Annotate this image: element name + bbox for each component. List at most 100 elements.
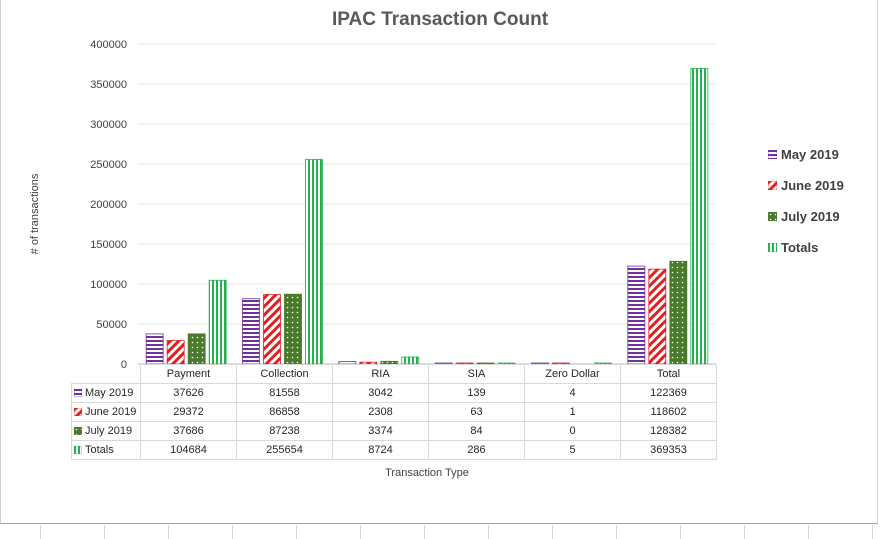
x-axis-label: Transaction Type xyxy=(385,467,469,479)
sheet-column-line xyxy=(488,525,489,539)
sheet-column-line xyxy=(104,525,105,539)
table-cell: 84 xyxy=(428,421,525,441)
table-cell: 286 xyxy=(428,440,525,460)
category-label: RIA xyxy=(332,364,429,384)
sheet-column-line xyxy=(232,525,233,539)
chart-area xyxy=(0,0,878,524)
legend-swatch-may-2019 xyxy=(768,150,777,159)
table-cell: 3374 xyxy=(332,421,429,441)
table-cell: 118602 xyxy=(620,402,717,422)
category-label: Collection xyxy=(236,364,333,384)
bar-july-2019-total xyxy=(669,260,688,365)
table-cell: 3042 xyxy=(332,383,429,403)
sheet-column-line xyxy=(168,525,169,539)
sheet-column-line xyxy=(360,525,361,539)
legend-label-may-2019: May 2019 xyxy=(781,147,839,162)
table-row-head: Totals xyxy=(71,440,141,460)
table-cell: 104684 xyxy=(140,440,237,460)
bar-july-2019-collection xyxy=(284,293,302,365)
y-tick-label: 50000 xyxy=(96,319,127,331)
table-cell: 369353 xyxy=(620,440,717,460)
data-table: Payment Collection RIA SIA Zero Dollar T… xyxy=(71,364,717,460)
table-cell: 0 xyxy=(524,421,621,441)
bar-june-2019-payment xyxy=(166,340,185,365)
y-tick-label: 350000 xyxy=(90,79,127,91)
bar-totals-total xyxy=(690,68,709,365)
bar-totals-collection xyxy=(305,159,323,365)
legend-item-july-2019: July 2019 xyxy=(768,201,844,232)
sheet-column-line xyxy=(552,525,553,539)
table-cell: 87238 xyxy=(236,421,333,441)
table-cell: 4 xyxy=(524,383,621,403)
table-series-label: June 2019 xyxy=(85,406,137,418)
table-swatch xyxy=(74,427,82,435)
legend-label-july-2019: July 2019 xyxy=(781,209,840,224)
bar-totals-ria xyxy=(401,356,420,365)
table-series-label: May 2019 xyxy=(85,387,134,399)
bar-may-2019-payment xyxy=(145,333,164,365)
sheet-column-line xyxy=(680,525,681,539)
sheet-column-line xyxy=(744,525,745,539)
table-cell: 37686 xyxy=(140,421,237,441)
y-tick-label: 250000 xyxy=(90,159,127,171)
legend-label-totals: Totals xyxy=(781,240,819,255)
category-label: Total xyxy=(620,364,717,384)
bar-july-2019-payment xyxy=(187,333,206,365)
legend-item-june-2019: June 2019 xyxy=(768,170,844,201)
sheet-column-line xyxy=(40,525,41,539)
y-tick-label: 100000 xyxy=(90,279,127,291)
spreadsheet-grid xyxy=(0,525,880,539)
sheet-column-line xyxy=(808,525,809,539)
y-tick-label: 200000 xyxy=(90,199,127,211)
table-cell: 8724 xyxy=(332,440,429,460)
table-row: May 2019 37626 81558 3042 139 4 122369 xyxy=(71,383,717,403)
table-cell: 37626 xyxy=(140,383,237,403)
table-row: July 2019 37686 87238 3374 84 0 128382 xyxy=(71,421,717,441)
table-cell: 81558 xyxy=(236,383,333,403)
legend-swatch-june-2019 xyxy=(768,181,777,190)
legend-item-totals: Totals xyxy=(768,232,844,263)
table-cell: 5 xyxy=(524,440,621,460)
table-series-label: July 2019 xyxy=(85,425,133,437)
legend-swatch-totals xyxy=(768,243,777,252)
table-cell: 255654 xyxy=(236,440,333,460)
category-label: SIA xyxy=(428,364,525,384)
table-row-head: June 2019 xyxy=(71,402,141,422)
table-cell: 86858 xyxy=(236,402,333,422)
table-swatch xyxy=(74,446,82,454)
bar-may-2019-collection xyxy=(242,298,260,365)
legend-item-may-2019: May 2019 xyxy=(768,139,844,170)
bar-june-2019-collection xyxy=(263,294,281,365)
legend-label-june-2019: June 2019 xyxy=(781,178,844,193)
table-header-row: Payment Collection RIA SIA Zero Dollar T… xyxy=(71,364,717,384)
table-row: June 2019 29372 86858 2308 63 1 118602 xyxy=(71,402,717,422)
table-cell: 1 xyxy=(524,402,621,422)
legend: May 2019 June 2019 July 2019 Totals xyxy=(768,139,844,263)
legend-swatch-july-2019 xyxy=(768,212,777,221)
bar-totals-payment xyxy=(208,279,227,365)
table-swatch xyxy=(74,408,82,416)
bar-june-2019-ria xyxy=(359,361,378,365)
table-row-head: May 2019 xyxy=(71,383,141,403)
table-swatch xyxy=(74,389,82,397)
sheet-column-line xyxy=(872,525,873,539)
category-label: Zero Dollar xyxy=(524,364,621,384)
table-row-head: July 2019 xyxy=(71,421,141,441)
table-cell: 122369 xyxy=(620,383,717,403)
sheet-column-line xyxy=(616,525,617,539)
bar-may-2019-total xyxy=(627,265,646,365)
table-cell: 63 xyxy=(428,402,525,422)
chart-title: IPAC Transaction Count xyxy=(331,9,549,30)
table-cell: 2308 xyxy=(332,402,429,422)
table-row: Totals 104684 255654 8724 286 5 369353 xyxy=(71,440,717,460)
table-series-label: Totals xyxy=(85,444,114,456)
bar-june-2019-total xyxy=(648,268,667,365)
sheet-column-line xyxy=(296,525,297,539)
y-tick-label: 150000 xyxy=(90,239,127,251)
sheet-column-line xyxy=(424,525,425,539)
table-corner xyxy=(71,364,141,384)
table-cell: 128382 xyxy=(620,421,717,441)
category-label: Payment xyxy=(140,364,237,384)
y-tick-label: 300000 xyxy=(90,119,127,131)
